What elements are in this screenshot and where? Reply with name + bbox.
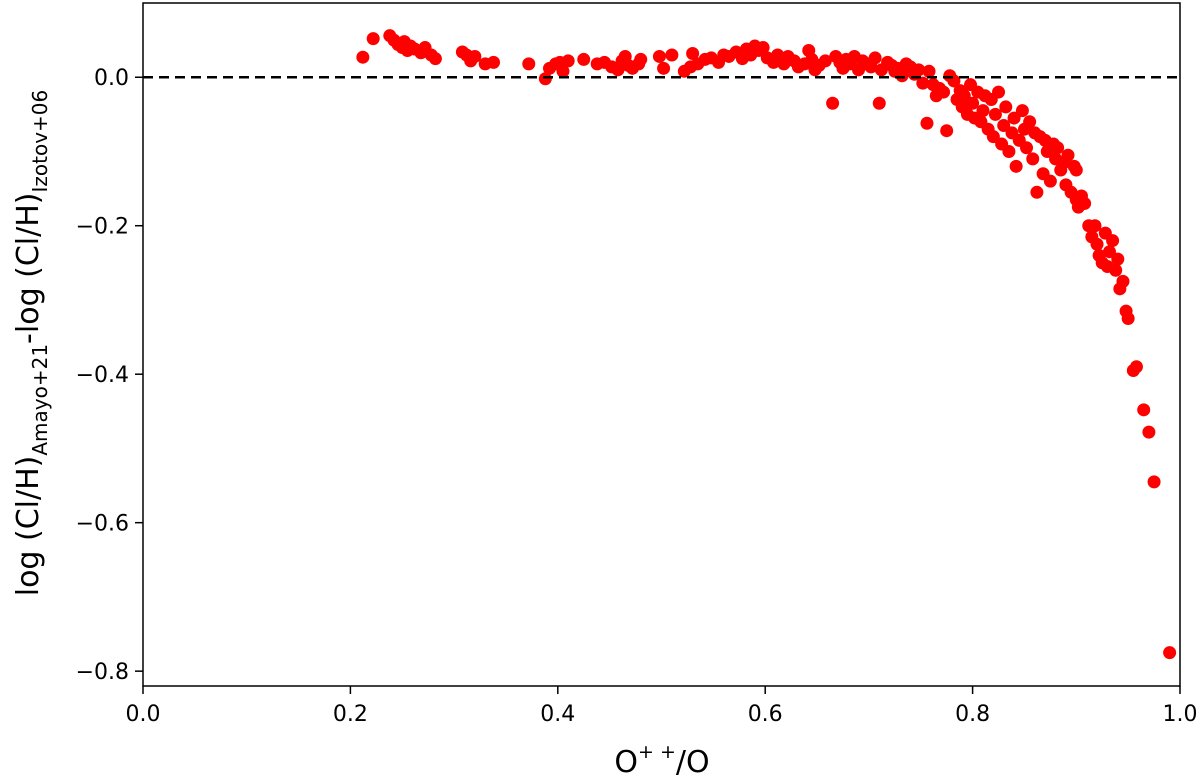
y-tick-label: −0.4 (76, 363, 129, 388)
data-point (872, 96, 886, 110)
x-axis-label-rest: /O (676, 745, 710, 780)
x-axis-label-base: O (614, 745, 638, 780)
data-point (992, 85, 1006, 99)
y-axis-label-sub1: Amayo+21 (28, 344, 52, 456)
data-point (1078, 196, 1092, 210)
data-point (988, 107, 1002, 121)
x-tick-label: 0.4 (540, 702, 575, 727)
data-point (1007, 111, 1021, 125)
data-point (356, 50, 370, 64)
x-tick-label: 0.0 (126, 702, 161, 727)
y-axis-label-sub2: Izotov+06 (28, 90, 52, 193)
y-tick-label: −0.2 (76, 215, 129, 240)
data-point (756, 41, 770, 55)
data-point (818, 54, 832, 68)
data-point (657, 61, 671, 75)
data-point (1002, 144, 1016, 158)
data-point (1142, 425, 1156, 439)
data-point (366, 32, 380, 46)
data-point (487, 55, 501, 69)
data-point (940, 124, 954, 138)
data-point (957, 89, 971, 103)
data-point (1102, 245, 1116, 259)
data-point (920, 116, 934, 130)
data-point (1009, 159, 1023, 173)
data-point (468, 49, 482, 63)
data-point (1023, 115, 1037, 129)
x-axis-label: O+ +/O (614, 741, 709, 780)
data-point (1116, 274, 1130, 288)
data-point (966, 96, 980, 110)
data-point (868, 51, 882, 65)
data-point (686, 46, 700, 60)
data-point (561, 54, 575, 68)
x-axis-ticks: 0.0 0.2 0.4 0.6 0.8 1.0 (126, 686, 1198, 727)
x-tick-label: 0.2 (333, 702, 368, 727)
data-point (522, 57, 536, 71)
data-point (665, 48, 679, 62)
y-axis-label-part1: log (Cl/H) (11, 456, 46, 597)
x-tick-label: 0.8 (955, 702, 990, 727)
data-point (1088, 219, 1102, 233)
data-point (1020, 141, 1034, 155)
data-point (1043, 174, 1057, 188)
data-point (1137, 403, 1151, 417)
data-point (1147, 475, 1161, 489)
data-point (577, 52, 591, 66)
data-point (1129, 360, 1143, 374)
plot-area-frame (142, 2, 1181, 687)
y-axis-label-part2: -log (Cl/H) (11, 192, 46, 343)
y-axis-ticks: 0.0 −0.2 −0.4 −0.6 −0.8 (76, 66, 143, 685)
data-point (1106, 234, 1120, 248)
scatter-points (356, 29, 1177, 660)
x-tick-label: 0.6 (748, 702, 783, 727)
data-point (999, 100, 1013, 114)
data-point (428, 52, 442, 66)
data-point (1163, 646, 1177, 660)
y-tick-label: −0.8 (76, 660, 129, 685)
y-tick-label: −0.6 (76, 512, 129, 537)
data-point (912, 63, 926, 77)
data-point (1069, 163, 1083, 177)
data-point (976, 104, 990, 118)
data-point (1111, 252, 1125, 266)
data-point (997, 118, 1011, 132)
data-point (1051, 141, 1065, 155)
data-point (1061, 148, 1075, 162)
data-point (1121, 312, 1135, 326)
data-point (986, 130, 1000, 144)
data-point (826, 96, 840, 110)
data-point (538, 72, 552, 86)
x-tick-label: 1.0 (1163, 702, 1198, 727)
y-axis-label: log (Cl/H)Amayo+21-log (Cl/H)Izotov+06 (11, 90, 52, 597)
data-point (1090, 237, 1104, 251)
data-point (895, 69, 909, 83)
data-point (1015, 104, 1029, 118)
data-point (652, 49, 666, 63)
data-point (937, 85, 951, 99)
data-point (1026, 152, 1040, 166)
data-point (1030, 185, 1044, 199)
x-axis-label-superscript: + + (638, 741, 676, 763)
data-point (916, 76, 930, 90)
y-tick-label: 0.0 (94, 66, 129, 91)
data-point (634, 52, 648, 66)
data-point (922, 64, 936, 78)
data-point (1109, 263, 1123, 277)
data-point (556, 64, 570, 78)
